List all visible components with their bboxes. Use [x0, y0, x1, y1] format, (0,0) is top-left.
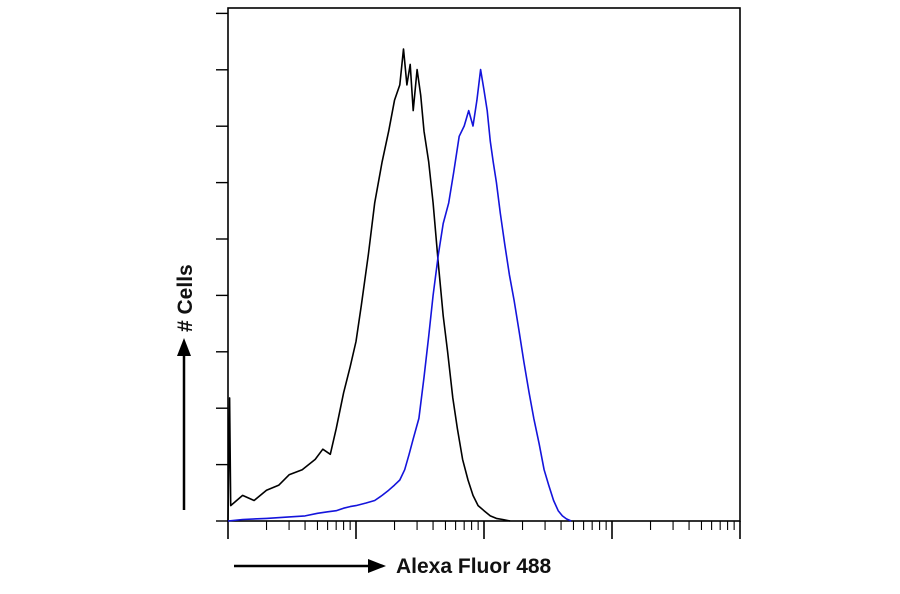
- y-axis-label: # Cells: [174, 264, 197, 332]
- plot-frame: [227, 7, 741, 522]
- x-axis-ticks: [227, 521, 741, 539]
- series-line-2: [227, 68, 572, 522]
- series-layer: [227, 48, 572, 522]
- x-axis-label: Alexa Fluor 488: [396, 555, 552, 578]
- y-axis-title: # Cells: [174, 264, 197, 510]
- x-axis-arrowhead: [368, 559, 386, 573]
- y-axis-arrowhead: [177, 338, 191, 356]
- y-axis-ticks: [216, 12, 228, 522]
- series-line-1: [227, 48, 511, 522]
- x-axis-title: Alexa Fluor 488: [234, 555, 552, 578]
